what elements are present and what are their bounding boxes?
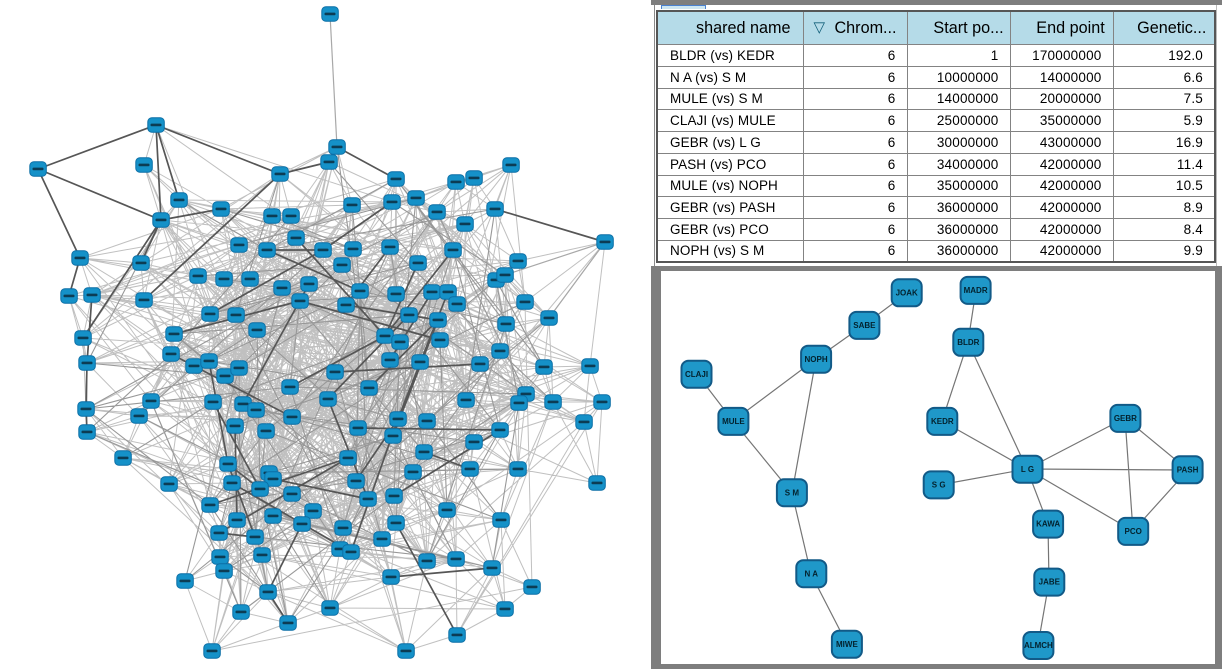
svg-text:L G: L G	[1021, 465, 1034, 474]
svg-text:MADR: MADR	[964, 286, 988, 295]
svg-text:ALMCH: ALMCH	[1024, 641, 1053, 650]
svg-text:S M: S M	[785, 488, 800, 497]
svg-text:MULE: MULE	[722, 417, 745, 426]
svg-text:PASH: PASH	[1177, 465, 1199, 474]
svg-text:SABE: SABE	[853, 321, 876, 330]
svg-text:NOPH: NOPH	[805, 355, 828, 364]
svg-text:JABE: JABE	[1039, 578, 1061, 587]
svg-text:CLAJI: CLAJI	[685, 370, 708, 379]
svg-text:JOAK: JOAK	[896, 288, 918, 297]
svg-text:MIWE: MIWE	[836, 640, 858, 649]
svg-text:PCO: PCO	[1125, 527, 1142, 536]
svg-text:KAWA: KAWA	[1036, 520, 1060, 529]
svg-text:S G: S G	[932, 481, 946, 490]
svg-text:GEBR: GEBR	[1114, 414, 1137, 423]
svg-text:N A: N A	[805, 569, 819, 578]
svg-text:BLDR: BLDR	[957, 338, 979, 347]
svg-text:KEDR: KEDR	[931, 417, 954, 426]
